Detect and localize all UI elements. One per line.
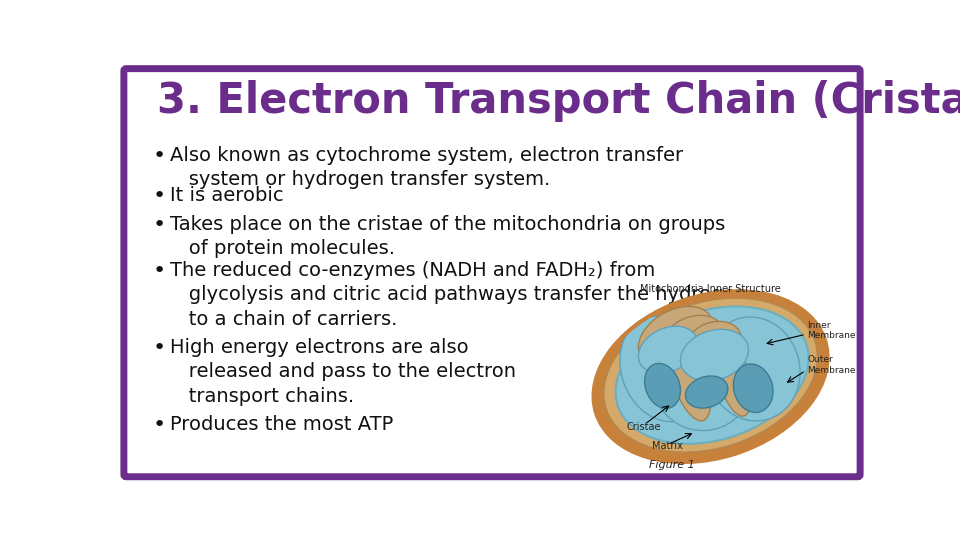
Text: •: • [153, 415, 166, 435]
Ellipse shape [615, 307, 808, 444]
Ellipse shape [604, 298, 818, 453]
Text: The reduced co-enzymes (NADH and FADH₂) from
   glycolysis and citric acid pathw: The reduced co-enzymes (NADH and FADH₂) … [170, 261, 748, 329]
Ellipse shape [620, 316, 708, 422]
Text: Outer
Membrane: Outer Membrane [807, 355, 856, 375]
Text: •: • [153, 186, 166, 206]
Ellipse shape [681, 329, 749, 381]
Ellipse shape [687, 321, 741, 361]
Text: Produces the most ATP: Produces the most ATP [170, 415, 394, 434]
Ellipse shape [707, 317, 800, 421]
Ellipse shape [638, 306, 713, 367]
Text: 3. Electron Transport Chain (Cristae): 3. Electron Transport Chain (Cristae) [157, 80, 960, 122]
Ellipse shape [713, 329, 752, 416]
Ellipse shape [667, 333, 710, 421]
Ellipse shape [593, 292, 828, 462]
Ellipse shape [663, 315, 724, 361]
Ellipse shape [685, 376, 728, 408]
Text: Figure 1: Figure 1 [649, 460, 694, 470]
Text: •: • [153, 261, 166, 281]
FancyBboxPatch shape [124, 69, 860, 477]
Text: High energy electrons are also
   released and pass to the electron
   transport: High energy electrons are also released … [170, 338, 516, 406]
Ellipse shape [644, 363, 681, 408]
Text: Also known as cytochrome system, electron transfer
   system or hydrogen transfe: Also known as cytochrome system, electro… [170, 146, 684, 189]
Text: Cristae: Cristae [627, 422, 661, 431]
Text: •: • [153, 215, 166, 235]
Text: Inner
Membrane: Inner Membrane [807, 321, 856, 340]
Text: Matrix: Matrix [653, 441, 684, 451]
Text: •: • [153, 338, 166, 358]
Text: It is aerobic: It is aerobic [170, 186, 284, 205]
Text: •: • [153, 146, 166, 166]
Text: Takes place on the cristae of the mitochondria on groups
   of protein molecules: Takes place on the cristae of the mitoch… [170, 215, 726, 258]
Ellipse shape [638, 326, 698, 373]
Ellipse shape [733, 364, 773, 413]
Ellipse shape [653, 330, 754, 430]
Text: Mitochondria Inner Structure: Mitochondria Inner Structure [640, 284, 780, 294]
